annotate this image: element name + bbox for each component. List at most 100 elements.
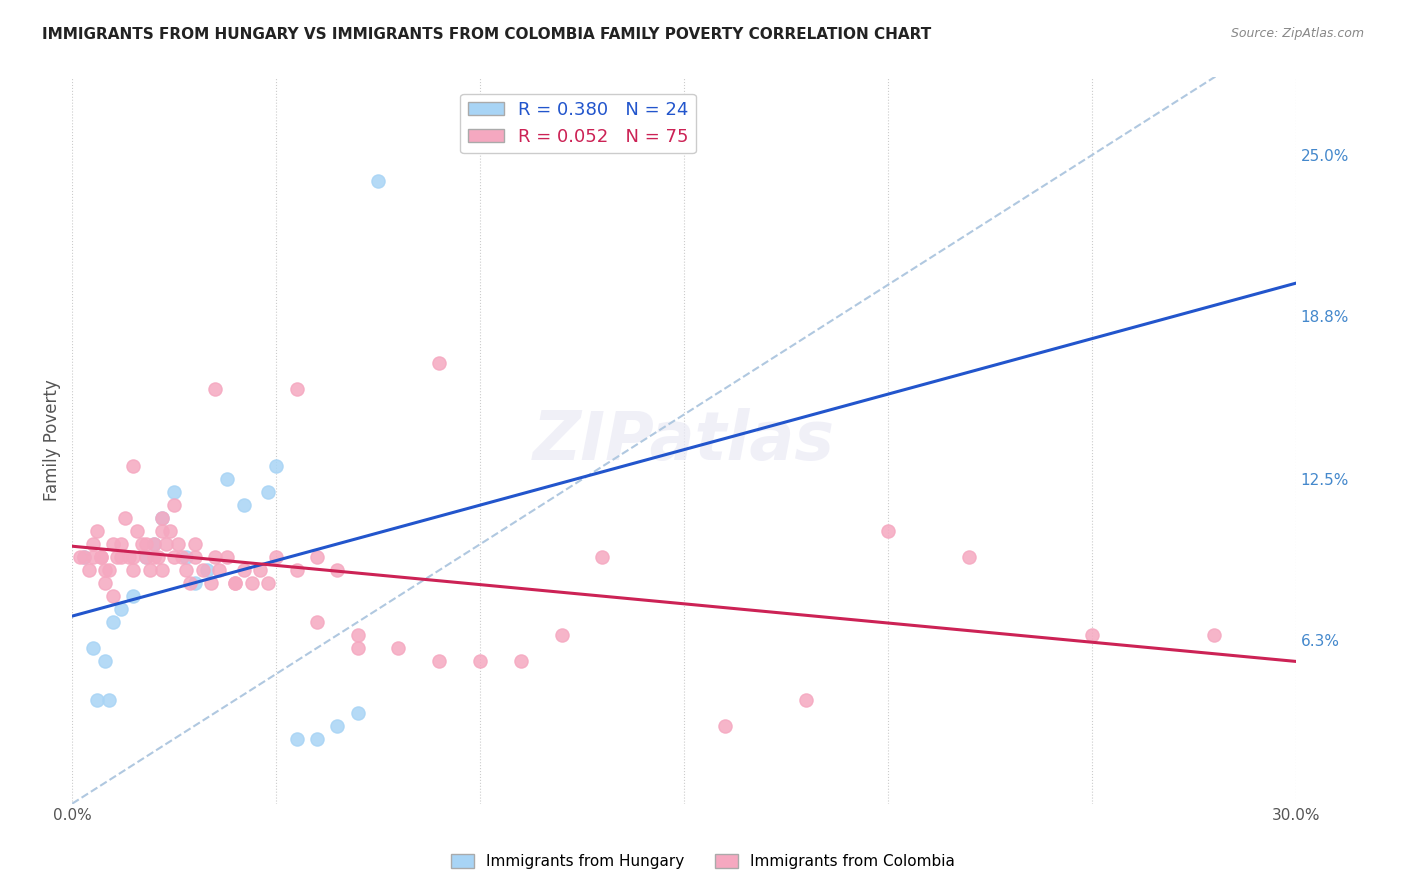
Point xyxy=(713,719,735,733)
Point xyxy=(135,550,157,565)
Point xyxy=(305,550,328,565)
Point xyxy=(257,485,280,500)
Point xyxy=(138,563,160,577)
Point xyxy=(131,537,153,551)
Point xyxy=(135,537,157,551)
Point xyxy=(264,459,287,474)
Point xyxy=(159,524,181,539)
Point xyxy=(346,706,368,720)
Point xyxy=(86,693,108,707)
Point xyxy=(90,550,112,565)
Point xyxy=(90,550,112,565)
Point xyxy=(1202,628,1225,642)
Point xyxy=(101,589,124,603)
Text: IMMIGRANTS FROM HUNGARY VS IMMIGRANTS FROM COLOMBIA FAMILY POVERTY CORRELATION C: IMMIGRANTS FROM HUNGARY VS IMMIGRANTS FR… xyxy=(42,27,931,42)
Point xyxy=(232,499,254,513)
Point xyxy=(305,615,328,629)
Point xyxy=(257,576,280,591)
Point xyxy=(110,550,132,565)
Point xyxy=(346,628,368,642)
Point xyxy=(142,550,165,565)
Point xyxy=(150,524,173,539)
Point xyxy=(172,550,194,565)
Point xyxy=(163,485,186,500)
Point xyxy=(69,550,91,565)
Point xyxy=(285,382,308,396)
Point xyxy=(105,550,128,565)
Point xyxy=(97,693,120,707)
Point xyxy=(167,537,190,551)
Point xyxy=(94,654,117,668)
Y-axis label: Family Poverty: Family Poverty xyxy=(44,380,60,501)
Point xyxy=(367,174,389,188)
Point xyxy=(122,589,145,603)
Point xyxy=(176,563,198,577)
Point xyxy=(163,550,186,565)
Point xyxy=(155,537,177,551)
Point xyxy=(200,576,222,591)
Point xyxy=(142,537,165,551)
Point xyxy=(224,576,246,591)
Point xyxy=(957,550,980,565)
Point xyxy=(77,563,100,577)
Point xyxy=(876,524,898,539)
Point xyxy=(122,459,145,474)
Point xyxy=(150,563,173,577)
Point xyxy=(591,550,613,565)
Point xyxy=(179,576,201,591)
Point xyxy=(82,537,104,551)
Point xyxy=(326,563,349,577)
Point xyxy=(249,563,271,577)
Point xyxy=(122,550,145,565)
Point xyxy=(326,719,349,733)
Point xyxy=(204,550,226,565)
Point xyxy=(110,537,132,551)
Point xyxy=(94,563,117,577)
Legend: R = 0.380   N = 24, R = 0.052   N = 75: R = 0.380 N = 24, R = 0.052 N = 75 xyxy=(461,94,696,153)
Point xyxy=(217,550,239,565)
Legend: Immigrants from Hungary, Immigrants from Colombia: Immigrants from Hungary, Immigrants from… xyxy=(444,848,962,875)
Point xyxy=(183,537,205,551)
Text: ZIPatlas: ZIPatlas xyxy=(533,408,835,474)
Point xyxy=(195,563,218,577)
Point xyxy=(183,550,205,565)
Point xyxy=(204,382,226,396)
Point xyxy=(285,563,308,577)
Point xyxy=(240,576,263,591)
Point xyxy=(191,563,214,577)
Point xyxy=(73,550,96,565)
Point xyxy=(110,602,132,616)
Point xyxy=(101,537,124,551)
Point xyxy=(387,640,409,655)
Point xyxy=(94,576,117,591)
Point xyxy=(427,356,450,370)
Point xyxy=(217,472,239,486)
Point xyxy=(97,563,120,577)
Point xyxy=(150,511,173,525)
Point xyxy=(346,640,368,655)
Point xyxy=(183,576,205,591)
Point xyxy=(82,550,104,565)
Point xyxy=(150,511,173,525)
Point xyxy=(163,499,186,513)
Point xyxy=(176,550,198,565)
Point xyxy=(118,550,141,565)
Point xyxy=(82,640,104,655)
Point xyxy=(285,731,308,746)
Point xyxy=(794,693,817,707)
Point xyxy=(73,550,96,565)
Point xyxy=(1080,628,1102,642)
Point xyxy=(146,550,169,565)
Point xyxy=(122,563,145,577)
Text: Source: ZipAtlas.com: Source: ZipAtlas.com xyxy=(1230,27,1364,40)
Point xyxy=(127,524,149,539)
Point xyxy=(305,731,328,746)
Point xyxy=(550,628,572,642)
Point xyxy=(208,563,231,577)
Point xyxy=(509,654,531,668)
Point xyxy=(114,511,136,525)
Point xyxy=(135,550,157,565)
Point xyxy=(86,524,108,539)
Point xyxy=(101,615,124,629)
Point xyxy=(264,550,287,565)
